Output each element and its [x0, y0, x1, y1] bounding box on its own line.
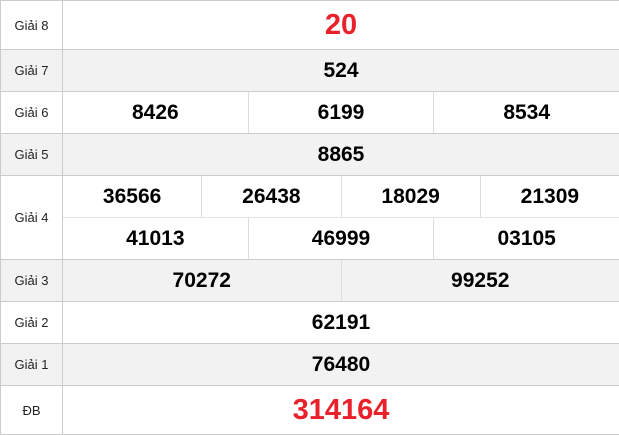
prize-values: 314164: [63, 386, 619, 434]
prize-number: 76480: [63, 344, 619, 385]
prize-number: 36566: [63, 176, 201, 217]
prize-values: 62191: [63, 302, 619, 343]
prize-number: 8865: [63, 134, 619, 175]
prize-label: Giải 8: [1, 1, 63, 49]
prize-number: 18029: [341, 176, 480, 217]
prize-number: 62191: [63, 302, 619, 343]
prize-label: Giải 2: [1, 302, 63, 343]
prize-number: 8534: [433, 92, 619, 133]
prize-values: 20: [63, 1, 619, 49]
prize-number: 26438: [201, 176, 340, 217]
prize-subrow: 20: [63, 1, 619, 49]
prize-values: 524: [63, 50, 619, 91]
prize-number: 70272: [63, 260, 341, 301]
prize-subrow: 524: [63, 50, 619, 91]
prize-number: 20: [63, 1, 619, 49]
prize-number: 8426: [63, 92, 248, 133]
prize-label: Giải 3: [1, 260, 63, 301]
prize-number: 41013: [63, 218, 248, 259]
prize-values: 8865: [63, 134, 619, 175]
prize-number: 99252: [341, 260, 619, 301]
prize-number: 524: [63, 50, 619, 91]
prize-number: 03105: [433, 218, 619, 259]
prize-number: 314164: [63, 386, 619, 434]
prize-label: Giải 5: [1, 134, 63, 175]
prize-subrow: 76480: [63, 344, 619, 385]
prize-subrow: 8865: [63, 134, 619, 175]
prize-subrow: 314164: [63, 386, 619, 434]
prize-number: 46999: [248, 218, 434, 259]
prize-label: Giải 4: [1, 176, 63, 259]
prize-label: ĐB: [1, 386, 63, 434]
prize-label: Giải 1: [1, 344, 63, 385]
prize-number: 6199: [248, 92, 434, 133]
prize-number: 21309: [480, 176, 619, 217]
prize-subrow: 62191: [63, 302, 619, 343]
prize-values: 76480: [63, 344, 619, 385]
prize-label: Giải 6: [1, 92, 63, 133]
prize-label: Giải 7: [1, 50, 63, 91]
